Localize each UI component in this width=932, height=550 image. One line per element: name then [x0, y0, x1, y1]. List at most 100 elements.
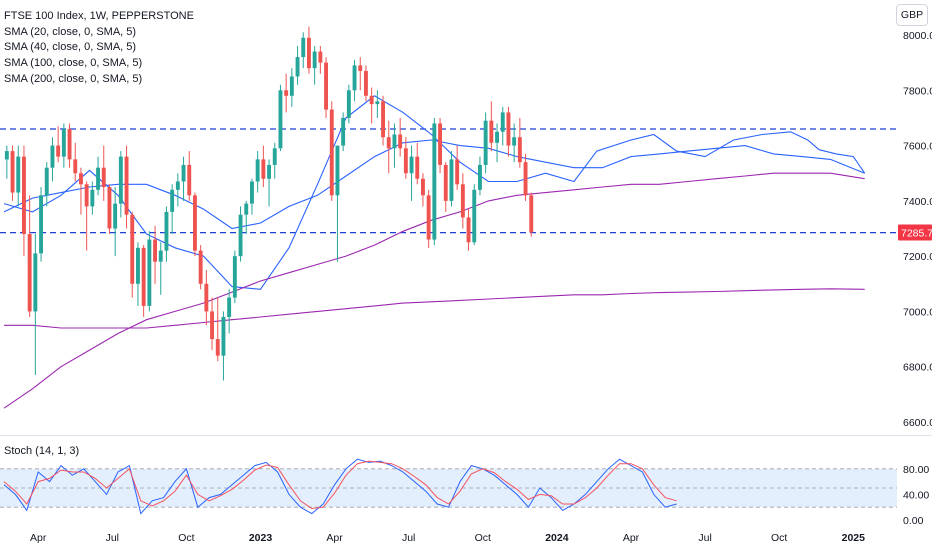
candle-body [170, 189, 175, 212]
stoch-title[interactable]: Stoch (14, 1, 3) [4, 445, 80, 457]
price-axis-label: 6800.0 [903, 362, 932, 374]
time-axis-label: Jul [402, 532, 415, 544]
candle-body [16, 156, 21, 193]
chart-title: FTSE 100 Index, 1W, PEPPERSTONE [4, 10, 194, 22]
sma-200-line [4, 288, 865, 329]
price-axis-label: 7000.0 [903, 306, 932, 318]
candle-body [483, 120, 488, 165]
stoch-axis-label: 80.00 [903, 464, 929, 476]
candle-body [22, 156, 26, 235]
candle-body [432, 123, 437, 240]
candle-body [312, 51, 317, 69]
time-axis-label: 2024 [545, 532, 569, 544]
candle-body [466, 217, 471, 243]
time-axis-label: Oct [475, 532, 491, 544]
sma-100-line [3, 172, 865, 409]
candle-body [398, 134, 403, 149]
candle-body [153, 239, 157, 262]
last-price-label: 7285.7 [901, 227, 932, 239]
price-axis-label: 8000.0 [903, 30, 932, 42]
candle-body [198, 250, 203, 284]
price-axis-label: 6600.0 [903, 417, 932, 429]
candle-body [187, 164, 192, 196]
candle-body [335, 145, 340, 196]
candle-body [267, 164, 271, 179]
candle-body [61, 128, 66, 157]
candle-body [421, 178, 425, 196]
candle-body [175, 181, 180, 190]
candle-body [307, 37, 311, 69]
candle-body [10, 151, 15, 193]
price-axis-label: 7600.0 [903, 141, 932, 153]
candle-body [449, 159, 454, 201]
candle-body [478, 164, 482, 190]
candle-body [409, 156, 414, 174]
time-axis-label: Apr [326, 532, 343, 544]
candle-body [381, 101, 385, 138]
candle-body [301, 37, 306, 58]
candle-body [244, 203, 249, 215]
candle-body [495, 131, 499, 143]
candle-body [67, 128, 72, 160]
candle-body [506, 112, 511, 146]
candle-body [141, 247, 146, 306]
candle-body [130, 214, 135, 284]
candle-body [500, 112, 505, 132]
candle-body [460, 184, 465, 218]
candle-body [369, 95, 374, 105]
candle-body [158, 250, 163, 262]
candle-body [375, 101, 380, 105]
time-axis-label: Apr [30, 532, 47, 544]
sma-40-label[interactable]: SMA (40, close, 0, SMA, 5) [4, 41, 137, 54]
time-axis-label: 2025 [842, 532, 866, 544]
candle-body [358, 65, 363, 71]
candle-body [136, 247, 140, 284]
candle-body [443, 164, 448, 201]
candle-body [250, 181, 254, 204]
candle-body [329, 109, 334, 196]
sma-20-label[interactable]: SMA (20, close, 0, SMA, 5) [4, 25, 137, 38]
currency-button[interactable]: GBP [896, 4, 928, 26]
candle-body [4, 151, 9, 160]
sma-20-line [3, 95, 866, 290]
candle-body [181, 164, 186, 182]
candle-body [426, 195, 431, 240]
candle-body [346, 90, 351, 118]
candle-body [39, 195, 43, 254]
candle-body [204, 283, 209, 312]
sma-100-label[interactable]: SMA (100, close, 0, SMA, 5) [4, 57, 143, 70]
candle-body [215, 339, 220, 356]
candle-body [318, 51, 323, 63]
time-axis-label: Oct [771, 532, 787, 544]
time-axis-label: Oct [178, 532, 194, 544]
sma-200-label[interactable]: SMA (200, close, 0, SMA, 5) [4, 72, 143, 85]
candle-body [124, 156, 129, 215]
candle-body [96, 167, 100, 190]
time-axis-label: Jul [698, 532, 711, 544]
candle-body [278, 90, 283, 149]
candle-body [472, 189, 477, 243]
candle-body [415, 156, 420, 179]
candle-body [455, 159, 460, 185]
time-axis-label: 2023 [249, 532, 273, 544]
candle-body [210, 311, 214, 340]
candle-body [27, 234, 32, 312]
candle-body [289, 76, 294, 96]
candle-body [118, 156, 123, 204]
price-axis-label: 7200.0 [903, 251, 932, 263]
candle-body [227, 297, 232, 317]
candle-body [84, 184, 89, 207]
candle-body [295, 57, 300, 77]
candle-body [392, 134, 397, 149]
last-price-badge [898, 224, 932, 241]
candle-body [238, 214, 243, 257]
candle-body [386, 137, 391, 149]
candle-body [352, 65, 357, 91]
candle-body [489, 120, 494, 143]
candle-body [193, 195, 197, 251]
candle-body [517, 137, 522, 163]
candle-body [512, 137, 517, 146]
candle-body [90, 189, 95, 207]
candle-body [164, 211, 169, 251]
